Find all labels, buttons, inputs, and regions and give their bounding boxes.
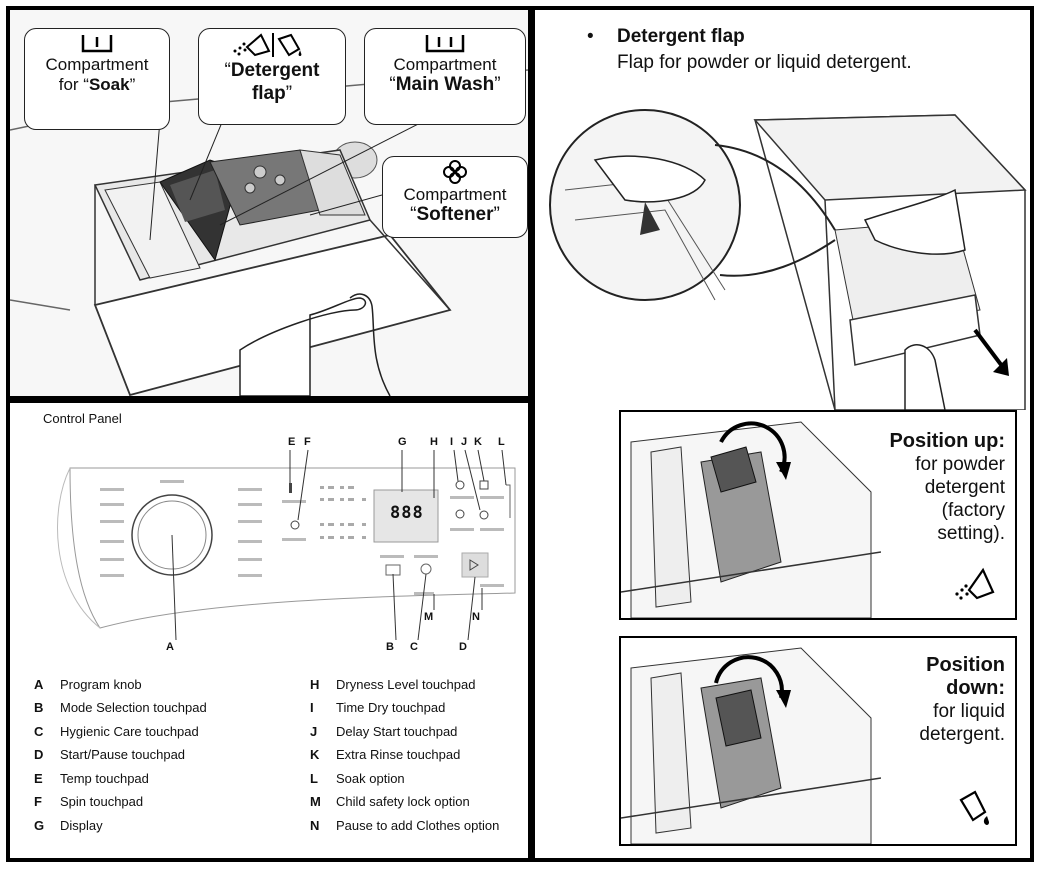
bullet: • <box>587 26 594 47</box>
detergent-line2: flap” <box>251 83 293 104</box>
flap-up-illustration <box>621 421 881 618</box>
label-I: I <box>450 436 454 448</box>
legend-item: J Delay Start touchpad <box>310 724 458 739</box>
legend-item: K Extra Rinse touchpad <box>310 747 461 762</box>
powder-detergent-icon <box>955 567 995 600</box>
flap-description: Flap for powder or liquid detergent. <box>617 52 912 73</box>
legend-item: L Soak option <box>310 771 405 786</box>
soak-callout: Compartment for “Soak” <box>24 28 170 130</box>
label-A: A <box>166 641 174 653</box>
start-pause-button[interactable] <box>461 552 489 578</box>
drawer-illustration <box>10 69 528 396</box>
label-K: K <box>474 436 482 448</box>
flap-heading: Detergent flap <box>617 26 745 47</box>
label-M: M <box>424 611 434 623</box>
position-down-title1: Position <box>926 654 1005 676</box>
softener-line2: “Softener” <box>410 204 500 225</box>
legend-item: A Program knob <box>34 677 142 692</box>
main-wash-line2: “Main Wash” <box>389 74 501 95</box>
label-F: F <box>304 436 311 448</box>
softener-line1: Compartment <box>403 185 507 204</box>
detergent-flap-panel: • Detergent flap Flap for powder or liqu… <box>531 6 1034 862</box>
control-panel-section: Control Panel E F G H I J K L <box>6 399 532 862</box>
position-down-title2: down: <box>946 677 1005 699</box>
soak-line1: Compartment <box>45 55 149 74</box>
position-up-line4: setting). <box>937 523 1005 544</box>
legend-left: A Program knob B Mode Selection touchpad C… <box>34 677 284 847</box>
position-up-line3: (factory <box>941 500 1005 521</box>
softener-flower-icon <box>443 160 467 184</box>
soak-compartment-icon <box>81 35 113 53</box>
legend-item: D Start/Pause touchpad <box>34 747 186 762</box>
control-panel-diagram <box>57 449 516 641</box>
legend-item: C Hygienic Care touchpad <box>34 724 199 739</box>
label-H: H <box>430 436 438 448</box>
drawer-compartments-panel: Compartment for “Soak” “Detergent flap” … <box>6 6 532 400</box>
control-panel-title: Control Panel <box>43 411 122 426</box>
legend-item: M Child safety lock option <box>310 794 470 809</box>
label-N: N <box>472 611 480 623</box>
soak-line2: for “Soak” <box>58 75 136 94</box>
flap-heading-block: • Detergent flap Flap for powder or liqu… <box>587 24 912 76</box>
label-L: L <box>498 436 505 448</box>
position-down-text: Position down: for liquid detergent. <box>919 654 1005 746</box>
display-digits: 888 <box>390 503 424 523</box>
legend-item: F Spin touchpad <box>34 794 144 809</box>
position-up-text: Position up: for powder detergent (facto… <box>889 430 1005 545</box>
detergent-flap-icon <box>233 33 302 57</box>
position-up-title: Position up: <box>889 430 1005 452</box>
detergent-line1: “Detergent <box>224 60 320 81</box>
position-up-box: Position up: for powder detergent (facto… <box>619 410 1017 620</box>
main-wash-compartment-icon <box>425 35 465 53</box>
legend-item: H Dryness Level touchpad <box>310 677 476 692</box>
label-J: J <box>461 436 468 448</box>
detergent-flap-callout: “Detergent flap” <box>198 28 346 125</box>
position-down-line1: for liquid <box>933 701 1005 722</box>
label-B: B <box>386 641 394 653</box>
flap-down-illustration <box>621 647 881 844</box>
legend-item: I Time Dry touchpad <box>310 700 446 715</box>
main-wash-line1: Compartment <box>393 55 497 74</box>
legend-item: G Display <box>34 818 103 833</box>
position-up-line1: for powder <box>915 454 1005 475</box>
position-up-line2: detergent <box>924 477 1005 498</box>
softener-callout: Compartment “Softener” <box>382 156 528 238</box>
label-G: G <box>398 436 407 448</box>
legend-item: E Temp touchpad <box>34 771 149 786</box>
main-wash-callout: Compartment “Main Wash” <box>364 28 526 125</box>
display-screen <box>373 489 439 543</box>
legend-right: H Dryness Level touchpad I Time Dry touchp… <box>310 677 525 847</box>
position-down-box: Position down: for liquid detergent. <box>619 636 1017 846</box>
position-down-line2: detergent. <box>919 724 1005 745</box>
liquid-detergent-icon <box>959 790 989 825</box>
flap-illustration <box>549 109 1027 410</box>
label-E: E <box>288 436 296 448</box>
label-D: D <box>459 641 467 653</box>
label-C: C <box>410 641 418 653</box>
legend-item: B Mode Selection touchpad <box>34 700 207 715</box>
legend-item: N Pause to add Clothes option <box>310 818 500 833</box>
